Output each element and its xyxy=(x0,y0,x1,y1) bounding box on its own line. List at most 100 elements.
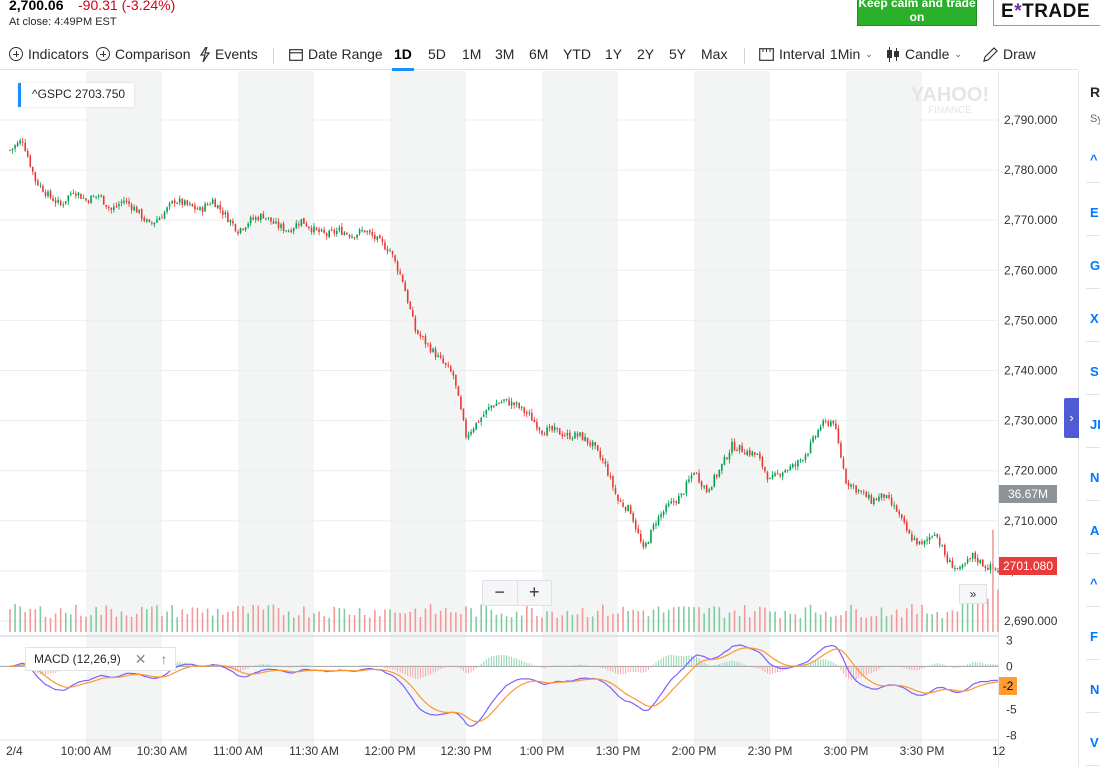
ad-etrade-logo[interactable]: E*TRADE xyxy=(993,0,1100,26)
panel-toggle-button[interactable]: › xyxy=(1064,398,1079,438)
candle-body xyxy=(287,231,290,233)
range-1d-tab[interactable]: 1D xyxy=(392,46,414,71)
candle-body xyxy=(807,453,809,456)
panel-symbol-link[interactable]: S xyxy=(1090,364,1099,379)
candle-body xyxy=(87,200,90,203)
interval-dropdown[interactable]: Interval 1Min ⌄ xyxy=(759,46,873,62)
range-max-tab[interactable]: Max xyxy=(701,46,728,62)
range-1y-tab[interactable]: 1Y xyxy=(605,46,623,62)
candle-body xyxy=(356,234,358,238)
panel-symbol-link[interactable]: G xyxy=(1090,258,1100,273)
range-5y-tab[interactable]: 5Y xyxy=(669,46,687,62)
volume-bar xyxy=(450,612,452,632)
volume-bar xyxy=(414,608,417,632)
candle-body xyxy=(624,506,627,511)
candle-body xyxy=(90,195,92,204)
candle-body xyxy=(227,212,229,223)
volume-bar xyxy=(64,612,67,632)
panel-symbol-link[interactable]: JI xyxy=(1090,417,1100,432)
range-2y-tab[interactable]: 2Y xyxy=(637,46,655,62)
volume-bar xyxy=(586,617,589,632)
candle-body xyxy=(166,207,168,212)
indicators-button[interactable]: Indicators xyxy=(9,46,89,62)
candle-body xyxy=(168,203,171,207)
symbol-legend[interactable]: ^GSPC 2703.750 xyxy=(18,83,135,107)
range-6m-tab[interactable]: 6M xyxy=(529,46,549,62)
candle-body xyxy=(396,261,399,272)
candle-body xyxy=(508,399,510,406)
candle-body xyxy=(951,560,954,569)
candle-body xyxy=(485,409,488,415)
candle-body xyxy=(847,482,850,486)
range-3m-tab[interactable]: 3M xyxy=(495,46,515,62)
volume-bar xyxy=(865,617,868,632)
panel-symbol-link[interactable]: ^ xyxy=(1090,576,1098,591)
candle-body xyxy=(541,430,543,435)
price-chart[interactable]: YAHOO!FINANCE2,690.0002,700.0002,710.000… xyxy=(0,71,1078,767)
candle-body xyxy=(716,475,718,477)
candle-body xyxy=(900,514,903,518)
candle-body xyxy=(579,432,581,436)
panel-symbol-link[interactable]: X xyxy=(1090,311,1099,326)
panel-symbol-link[interactable]: V xyxy=(1090,735,1099,750)
candle-body xyxy=(665,505,667,512)
candle-body xyxy=(123,200,125,203)
volume-bar xyxy=(49,617,52,632)
panel-symbol-link[interactable]: ^ xyxy=(1090,152,1098,167)
volume-bar xyxy=(774,611,776,632)
candle-body xyxy=(232,220,234,224)
zoom-in-button[interactable]: + xyxy=(528,582,540,602)
candle-body xyxy=(199,207,201,210)
candle-body xyxy=(475,422,477,430)
chart-type-dropdown[interactable]: Candle ⌄ xyxy=(886,46,962,62)
y-tick-label: 2,730.000 xyxy=(1004,414,1058,428)
range-1m-tab[interactable]: 1M xyxy=(462,46,482,62)
volume-bar xyxy=(536,615,538,632)
candle-body xyxy=(835,423,837,429)
candle-body xyxy=(52,198,54,202)
candle-body xyxy=(698,472,700,483)
panel-symbol-link[interactable]: N xyxy=(1090,470,1100,485)
macd-study-label[interactable]: MACD (12,26,9) ✕ ↑ xyxy=(25,647,177,671)
panel-symbol-link[interactable]: F xyxy=(1090,629,1098,644)
candle-body xyxy=(151,222,153,224)
panel-symbol-link[interactable]: E xyxy=(1090,205,1099,220)
candle-body xyxy=(928,537,931,541)
range-ytd-tab[interactable]: YTD xyxy=(563,46,591,62)
events-button[interactable]: Events xyxy=(200,46,258,62)
close-icon[interactable]: ✕ xyxy=(134,651,147,667)
panel-symbol-link[interactable]: N xyxy=(1090,682,1100,697)
range-5d-tab[interactable]: 5D xyxy=(428,46,446,62)
candle-body xyxy=(936,534,938,537)
candle-body xyxy=(738,444,741,451)
zoom-out-button[interactable]: − xyxy=(483,581,518,605)
candle-body xyxy=(277,221,280,228)
volume-tag: 36.67M xyxy=(999,485,1057,503)
panel-title: R xyxy=(1090,84,1100,100)
candle-body xyxy=(361,230,363,232)
ad-keep-calm-button[interactable]: Keep calm and trade on xyxy=(857,0,977,26)
scroll-forward-button[interactable]: » xyxy=(959,584,987,604)
panel-subtitle: Sy xyxy=(1090,113,1100,125)
comparison-button[interactable]: Comparison xyxy=(96,46,190,62)
candle-body xyxy=(265,218,267,220)
candle-body xyxy=(191,203,194,207)
candle-body xyxy=(576,433,579,437)
volume-bar xyxy=(906,608,908,632)
candle-body xyxy=(363,230,366,233)
candle-body xyxy=(916,537,918,545)
volume-bar xyxy=(90,615,92,632)
arrow-up-icon[interactable]: ↑ xyxy=(160,651,168,667)
candle-body xyxy=(285,230,287,232)
candle-body xyxy=(452,371,455,376)
candle-body xyxy=(444,362,447,365)
etrade-prefix: E xyxy=(1001,1,1015,22)
candle-body xyxy=(804,454,807,460)
panel-symbol-link[interactable]: A xyxy=(1090,523,1100,538)
candle-body xyxy=(938,537,941,546)
volume-bar xyxy=(632,610,634,632)
candle-body xyxy=(728,453,731,460)
date-range-button[interactable]: Date Range xyxy=(289,46,383,62)
volume-bar xyxy=(161,615,163,632)
draw-button[interactable]: Draw xyxy=(983,46,1036,62)
